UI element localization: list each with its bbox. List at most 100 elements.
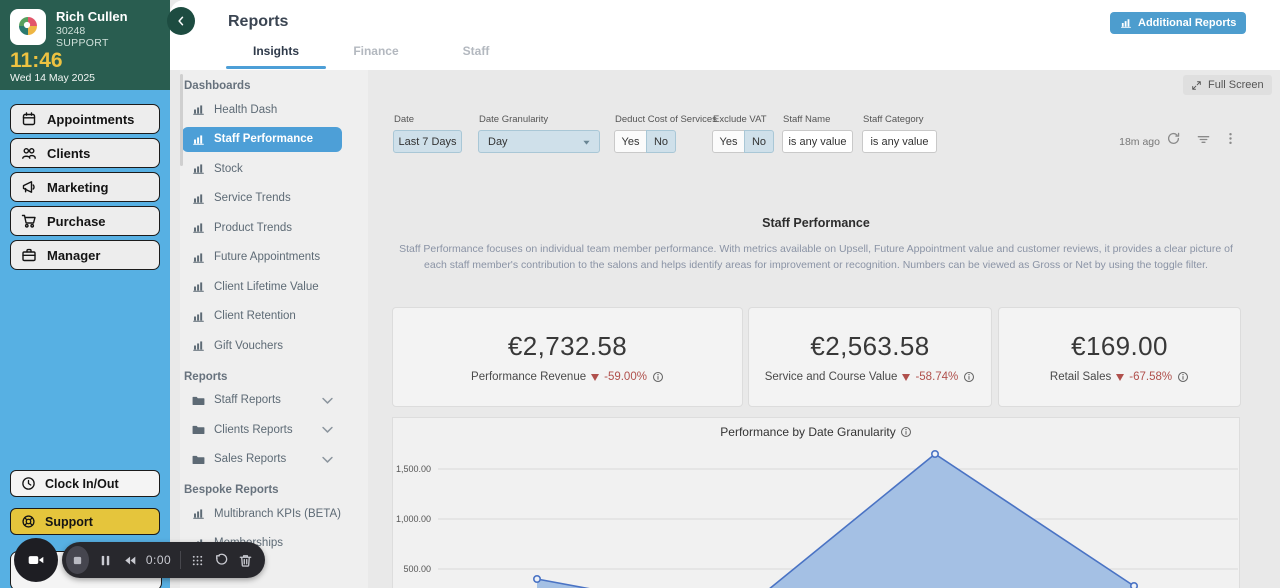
sidebar-button-purchase[interactable]: Purchase: [10, 206, 160, 236]
nav-item-gift-vouchers[interactable]: Gift Vouchers: [182, 331, 342, 361]
kebab-menu-icon: [1229, 132, 1232, 145]
pause-recording-button[interactable]: [98, 553, 113, 568]
refresh-button[interactable]: [1166, 131, 1181, 146]
clock-in-out-label: Clock In/Out: [45, 476, 119, 491]
deduct-no-option[interactable]: No: [646, 130, 676, 153]
nav-item-stock[interactable]: Stock: [182, 154, 342, 184]
chart-point[interactable]: [533, 575, 542, 584]
rewind-button[interactable]: [122, 553, 137, 568]
camera-button[interactable]: [14, 538, 58, 582]
sidebar-button-label: Clients: [47, 145, 91, 161]
date-filter-value[interactable]: Last 7 Days: [393, 130, 462, 153]
sidebar-button-appointments[interactable]: Appointments: [10, 104, 160, 134]
nav-item-clients-reports[interactable]: Clients Reports: [182, 415, 342, 445]
filters-button[interactable]: [1196, 132, 1211, 147]
reports-nav: Dashboards Health Dash Staff Performance St…: [180, 70, 368, 588]
chart-title-text: Performance by Date Granularity: [720, 425, 896, 439]
nav-item-future-appointments[interactable]: Future Appointments: [182, 243, 342, 273]
nav-item-label: Staff Reports: [214, 394, 281, 407]
chevron-down-icon: [322, 397, 333, 404]
y-axis-tick: 500.00: [403, 564, 431, 574]
clock-in-out-button[interactable]: Clock In/Out: [10, 470, 160, 497]
exclude-vat-toggle: Yes No: [712, 130, 774, 153]
nav-section-bespoke-reports: Bespoke Reports: [184, 484, 279, 496]
info-icon[interactable]: [652, 371, 664, 383]
nav-item-service-trends[interactable]: Service Trends: [182, 184, 342, 214]
nav-item-label: Client Retention: [214, 310, 296, 323]
clock-icon: [22, 477, 35, 490]
sidebar-button-marketing[interactable]: Marketing: [10, 172, 160, 202]
nav-item-sales-reports[interactable]: Sales Reports: [182, 445, 342, 475]
tab-insights[interactable]: Insights: [226, 44, 326, 69]
metric-label-row: Performance Revenue -59.00%: [471, 371, 664, 383]
nav-item-staff-reports[interactable]: Staff Reports: [182, 386, 342, 416]
nav-item-multibranch-kpis-beta[interactable]: Multibranch KPIs (BETA): [182, 499, 342, 529]
staff-name-filter-value[interactable]: is any value: [782, 130, 853, 153]
user-number: 30248: [56, 25, 86, 37]
nav-item-client-retention[interactable]: Client Retention: [182, 302, 342, 332]
chart-title: Performance by Date Granularity: [393, 425, 1239, 439]
nav-item-client-lifetime-value[interactable]: Client Lifetime Value: [182, 272, 342, 302]
tab-finance[interactable]: Finance: [353, 44, 399, 58]
filter-vat-label: Exclude VAT: [713, 114, 767, 125]
stop-icon: [73, 556, 82, 564]
deduct-yes-option[interactable]: Yes: [614, 130, 647, 153]
sidebar-button-label: Purchase: [47, 213, 106, 229]
chart-area-fill: [537, 454, 1137, 588]
info-icon[interactable]: [900, 426, 912, 438]
restart-icon: [216, 553, 228, 565]
user-name: Rich Cullen: [56, 9, 128, 24]
nav-section-dashboards: Dashboards: [184, 80, 251, 92]
info-icon[interactable]: [963, 371, 975, 383]
metric-label-row: Retail Sales -67.58%: [1050, 371, 1189, 383]
bar-chart-icon: [193, 164, 204, 174]
granularity-dropdown[interactable]: Day: [478, 130, 600, 153]
app-sidebar: Rich Cullen 30248 SUPPORT 11:46 Wed 14 M…: [0, 0, 170, 588]
support-button[interactable]: Support: [10, 508, 160, 535]
user-profile-panel: Rich Cullen 30248 SUPPORT 11:46 Wed 14 M…: [0, 0, 170, 90]
additional-reports-label: Additional Reports: [1138, 17, 1237, 29]
performance-chart-tile: Performance by Date Granularity 500.00 1,…: [392, 417, 1240, 588]
vat-yes-option[interactable]: Yes: [712, 130, 745, 153]
chart-point[interactable]: [930, 449, 939, 458]
chart-point[interactable]: [1130, 582, 1138, 588]
metric-value: €2,732.58: [507, 331, 628, 361]
y-axis-tick: 1,000.00: [396, 514, 431, 524]
nav-item-staff-performance[interactable]: Staff Performance: [182, 126, 342, 152]
stop-recording-button[interactable]: [66, 546, 89, 574]
staff-category-filter-value[interactable]: is any value: [862, 130, 937, 153]
additional-reports-button[interactable]: Additional Reports: [1110, 12, 1247, 34]
nav-item-label: Sales Reports: [214, 453, 287, 466]
info-icon[interactable]: [1177, 371, 1189, 383]
nav-scrollbar[interactable]: [180, 74, 183, 166]
nav-item-health-dash[interactable]: Health Dash: [182, 95, 342, 125]
screen-recorder-bar: 0:00: [62, 542, 265, 578]
filter-lines-icon: [1197, 136, 1210, 143]
vat-no-option[interactable]: No: [744, 130, 774, 153]
discard-recording-button[interactable]: [238, 553, 253, 568]
metric-value: €2,563.58: [810, 331, 930, 361]
sidebar-button-clients[interactable]: Clients: [10, 138, 160, 168]
nav-item-label: Client Lifetime Value: [214, 280, 319, 293]
more-options-button[interactable]: [1223, 131, 1238, 146]
dashboard-description: Staff Performance focuses on individual …: [399, 243, 1233, 271]
filter-exclude-vat: Exclude VAT Yes No: [712, 114, 774, 153]
recorder-drag-handle[interactable]: [190, 553, 205, 568]
phorest-logo: [10, 9, 46, 45]
full-screen-button[interactable]: Full Screen: [1183, 75, 1272, 95]
bar-chart-icon: [193, 509, 204, 519]
nav-item-product-trends[interactable]: Product Trends: [182, 213, 342, 243]
folder-icon: [192, 455, 205, 464]
collapse-sidebar-button[interactable]: [167, 7, 195, 35]
phorest-logo-mark: [19, 17, 37, 35]
metric-label: Retail Sales: [1049, 371, 1112, 383]
nav-item-label: Future Appointments: [214, 251, 321, 264]
metric-label: Performance Revenue: [471, 371, 587, 383]
restart-recording-button[interactable]: [214, 553, 229, 568]
last-refreshed-text: 18m ago: [1119, 136, 1160, 148]
tab-staff[interactable]: Staff: [462, 44, 490, 58]
sidebar-button-manager[interactable]: Manager: [10, 240, 160, 270]
down-triangle-icon: [591, 373, 600, 381]
down-triangle-icon: [1116, 373, 1125, 381]
